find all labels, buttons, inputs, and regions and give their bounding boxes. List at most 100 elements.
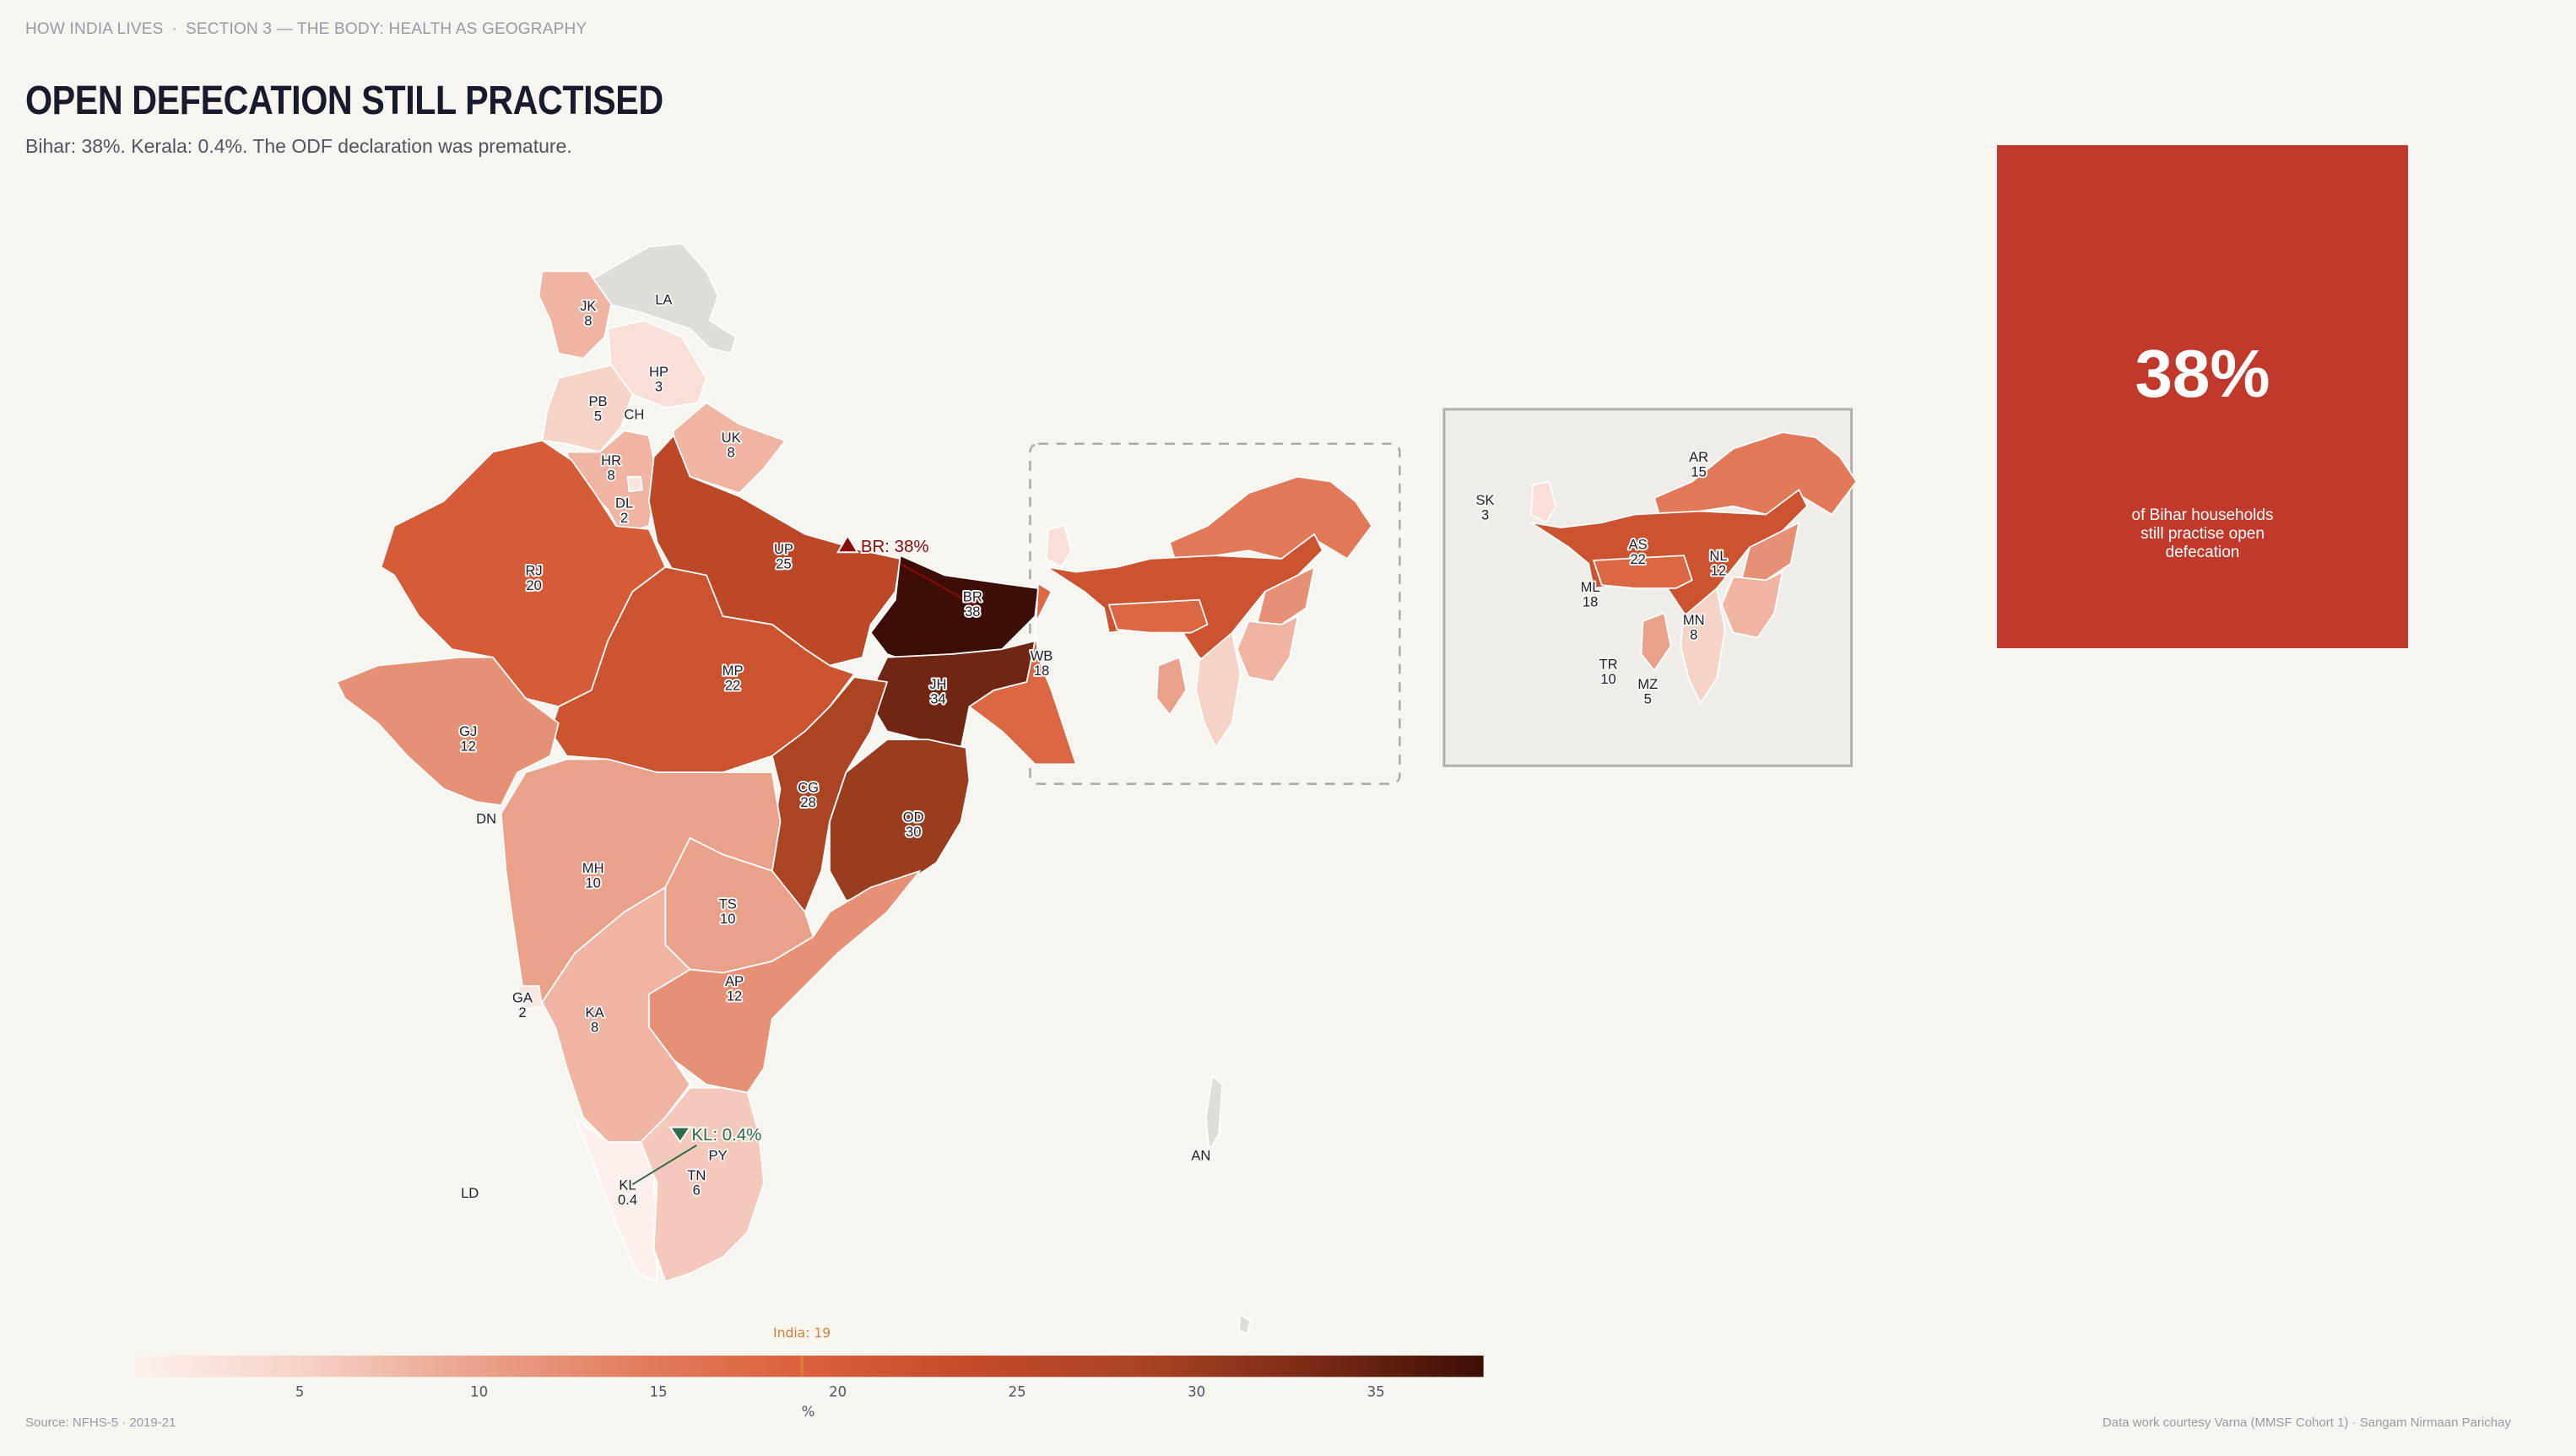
state-TR[interactable] — [1155, 656, 1188, 716]
label-value: 12 — [1711, 562, 1726, 578]
state-DL[interactable] — [626, 475, 643, 493]
label-code: AR — [1689, 449, 1708, 465]
state-GA[interactable] — [517, 985, 544, 1012]
state-AN-south[interactable] — [1237, 1313, 1252, 1335]
low-callout-text: KL: 0.4% — [691, 1126, 761, 1145]
label-value: 30 — [906, 824, 921, 840]
high-callout: BR: 38% — [836, 533, 930, 558]
source-note: Source: NFHS-5 · 2019-21 — [25, 1415, 176, 1430]
breadcrumb-separator: · — [171, 20, 178, 38]
state-MN[interactable] — [1236, 615, 1299, 683]
state-TN[interactable] — [640, 1086, 765, 1283]
label-value: 8 — [607, 468, 614, 484]
label-value: 0.4 — [618, 1192, 637, 1208]
label-code: PY — [709, 1147, 728, 1163]
breadcrumb-series: HOW INDIA LIVES — [25, 20, 164, 38]
legend-reference-label: India: 19 — [773, 1326, 831, 1341]
state-WB[interactable] — [968, 582, 1077, 766]
label-code: DN — [476, 810, 496, 826]
breadcrumb: HOW INDIA LIVES · SECTION 3 — THE BODY: HE… — [25, 20, 587, 39]
label-value: 2 — [620, 510, 628, 526]
state-AP[interactable] — [647, 869, 921, 1094]
label-value: 12 — [727, 988, 742, 1004]
label-value: 10 — [585, 874, 600, 890]
state-KA[interactable] — [541, 886, 691, 1143]
color-legend: India: 19 5 10 15 20 25 30 35 % — [134, 1326, 1484, 1420]
legend-axis-label: % — [802, 1404, 815, 1420]
label-code: HP — [649, 364, 668, 380]
label-value: 6 — [693, 1182, 701, 1198]
state-JK[interactable] — [538, 270, 612, 360]
stat-caption-line: still practise open — [2140, 525, 2265, 543]
state-GJ[interactable] — [336, 656, 560, 806]
label-code: CH — [624, 407, 644, 423]
stat-value: 38% — [2135, 336, 2270, 411]
high-callout-text: BR: 38% — [861, 538, 929, 556]
label-code: AS — [1629, 536, 1648, 552]
label-value: 12 — [461, 739, 476, 755]
stat-card: 38% of Bihar households still practise o… — [1997, 145, 2408, 648]
label-value: 10 — [1600, 671, 1615, 687]
state-AS[interactable] — [1045, 533, 1323, 667]
label-value: 2 — [518, 1004, 526, 1020]
legend-tick-label: 10 — [470, 1384, 488, 1400]
label-value: 34 — [930, 690, 945, 706]
label-code: RJ — [525, 562, 542, 578]
label-code: MZ — [1637, 676, 1658, 692]
label-value: 3 — [1481, 506, 1489, 522]
label-code: GJ — [459, 723, 477, 739]
label-value: 22 — [1630, 551, 1645, 567]
state-AN[interactable] — [1204, 1075, 1224, 1151]
label-code: UP — [774, 541, 793, 557]
state-OD[interactable] — [829, 739, 971, 901]
label-code: TR — [1599, 656, 1618, 672]
legend-tick-label: 5 — [295, 1384, 305, 1400]
state-AR[interactable] — [1168, 475, 1373, 560]
label-code: DL — [615, 495, 633, 511]
label-code: CG — [798, 779, 819, 795]
triangle-up-icon — [836, 533, 859, 554]
label-code: JH — [929, 676, 946, 692]
label-code: KA — [586, 1004, 604, 1020]
state-LA[interactable] — [590, 242, 737, 355]
stat-caption-line: of Bihar households — [2131, 506, 2274, 524]
legend-color-bar — [134, 1356, 1484, 1378]
label-value: 5 — [1644, 690, 1652, 706]
label-value: 18 — [1583, 593, 1598, 609]
label-code: MP — [722, 663, 744, 679]
low-callout: KL: 0.4% — [668, 1124, 763, 1146]
legend-tick-label: 30 — [1188, 1384, 1205, 1400]
legend-tick-label: 35 — [1367, 1384, 1385, 1400]
label-value: 15 — [1691, 464, 1706, 480]
label-code: AP — [725, 973, 744, 989]
label-value: 38 — [965, 604, 980, 620]
legend-tick-label: 20 — [829, 1384, 847, 1400]
legend-tick-label: 25 — [1009, 1384, 1026, 1400]
label-code: LA — [655, 291, 672, 307]
label-code: OD — [903, 809, 924, 825]
label-value: 10 — [720, 911, 735, 927]
label-code: MN — [1683, 612, 1705, 628]
credits: Data work courtesy Varna (MMSF Cohort 1)… — [2102, 1415, 2511, 1430]
label-value: 20 — [526, 577, 541, 593]
state-ML[interactable] — [1107, 598, 1209, 634]
low-callout-leader — [628, 1145, 697, 1188]
legend-tick-label: 15 — [650, 1384, 668, 1400]
page-subtitle: Bihar: 38%. Kerala: 0.4%. The ODF declar… — [25, 135, 572, 157]
label-value: 3 — [655, 378, 663, 394]
label-value: 18 — [1034, 663, 1049, 679]
label-code: TN — [687, 1167, 706, 1183]
label-code: WB — [1031, 648, 1053, 664]
label-value: 22 — [725, 678, 740, 694]
label-code: ML — [1581, 579, 1600, 595]
label-value: 8 — [1690, 626, 1697, 642]
label-code: HR — [601, 452, 621, 468]
label-code: JK — [580, 298, 596, 314]
state-MZ[interactable] — [1195, 631, 1242, 749]
triangle-down-icon — [668, 1126, 692, 1144]
label-code: UK — [722, 430, 741, 446]
label-code: AN — [1191, 1147, 1210, 1163]
label-code: SK — [1476, 492, 1495, 508]
state-SK[interactable] — [1045, 525, 1072, 568]
